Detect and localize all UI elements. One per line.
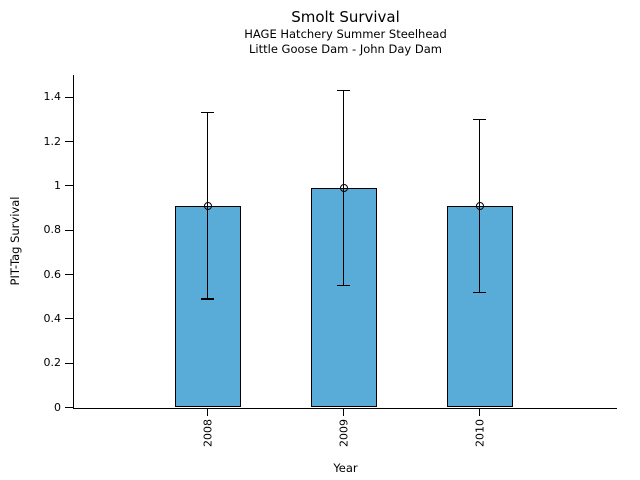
y-tick [65, 140, 73, 143]
y-tick [65, 362, 73, 364]
y-tick-label: 0.4 [43, 311, 62, 325]
point-marker [475, 201, 484, 210]
y-tick-label: 0 [54, 400, 61, 414]
y-tick-label: 0.2 [43, 356, 62, 370]
bar-2009 [310, 188, 377, 408]
y-tick-label: 1 [54, 178, 61, 192]
x-tick [478, 407, 481, 416]
error-cap-top [337, 89, 350, 92]
y-tick [65, 229, 73, 231]
y-axis-spine [72, 75, 74, 409]
x-tick [342, 407, 345, 416]
x-tick-label: 2008 [201, 419, 214, 447]
y-tick-label: 1.4 [43, 90, 62, 104]
point-marker [339, 184, 348, 193]
x-axis-spine [72, 407, 617, 409]
error-cap-top [201, 112, 214, 114]
error-cap-top [473, 118, 486, 120]
y-tick [65, 185, 73, 187]
y-tick [65, 96, 73, 98]
error-cap-bottom [337, 284, 350, 287]
bar-2008 [174, 205, 241, 408]
chart-subtitle-hatchery: HAGE Hatchery Summer Steelhead [244, 27, 447, 41]
title-block: Smolt Survival HAGE Hatchery Summer Stee… [74, 8, 617, 56]
x-axis-label: Year [333, 461, 358, 475]
y-tick-label: 0.6 [43, 267, 62, 281]
y-tick [65, 318, 73, 320]
y-tick [65, 406, 73, 409]
point-marker [203, 201, 212, 210]
y-tick [65, 273, 73, 276]
y-tick-label: 0.8 [43, 223, 62, 237]
chart-subtitle-reach: Little Goose Dam - John Day Dam [249, 41, 442, 56]
chart-title: Smolt Survival [291, 8, 400, 26]
x-tick-label: 2010 [473, 419, 486, 447]
error-cap-bottom [473, 291, 486, 293]
x-tick-label: 2009 [337, 419, 350, 447]
x-tick [206, 407, 209, 416]
y-tick-label: 1.2 [43, 134, 62, 148]
error-cap-bottom [201, 298, 214, 300]
